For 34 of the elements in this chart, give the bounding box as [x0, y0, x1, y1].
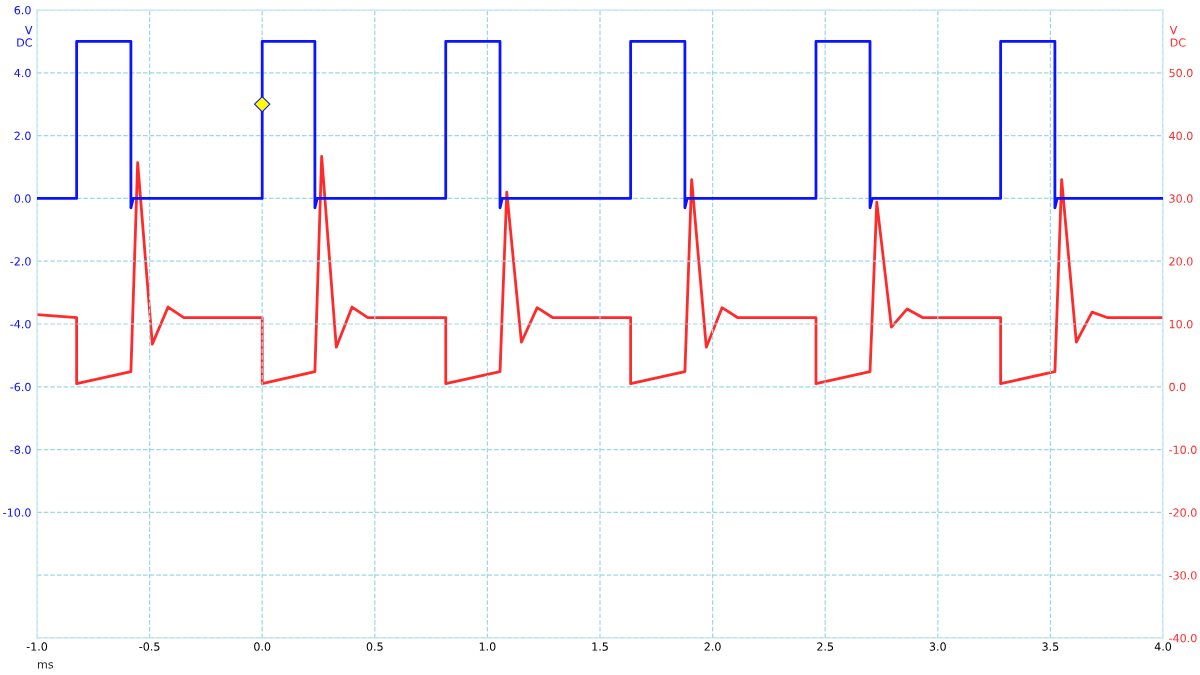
x-axis-title: ms: [38, 662, 54, 669]
x-tick-label: 1.5: [592, 642, 608, 651]
y2-tick-label: 10.0: [1169, 319, 1193, 329]
x-tick-label: 0.5: [366, 642, 383, 651]
y2-tick-label: -30.0: [1169, 571, 1197, 580]
y-tick-label: 2.0: [14, 131, 31, 140]
y-tick-label: 6.0: [14, 5, 31, 15]
x-tick-label: 0.0: [254, 642, 271, 651]
y-tick-label: 4.0: [14, 68, 31, 78]
y2-tick-label: -20.0: [1169, 508, 1197, 517]
x-tick-label: 3.0: [929, 642, 946, 651]
x-tick-label: 1.0: [479, 642, 496, 651]
line-series: [37, 154, 1163, 386]
y-tick-label: -8.0: [10, 445, 31, 454]
y2-tick-label: 50.0: [1169, 68, 1193, 78]
y2-tick-label: -40.0: [1169, 633, 1197, 643]
y2-tick-label: -10.0: [1169, 445, 1197, 454]
y-tick-label: -6.0: [10, 382, 31, 392]
x-tick-label: 2.0: [704, 642, 721, 651]
y-tick-label: -10.0: [3, 508, 31, 517]
y-tick-label: -2.0: [10, 257, 31, 266]
y2-tick-label: 30.0: [1169, 194, 1193, 203]
y2-tick-label: 20.0: [1169, 257, 1193, 266]
y2-tick-label: 40.0: [1169, 131, 1193, 140]
x-tick-label: -0.5: [139, 642, 160, 651]
x-tick-label: 2.5: [817, 642, 834, 651]
y2-axis-title: V DC: [1169, 26, 1186, 47]
x-tick-label: 3.5: [1042, 642, 1059, 651]
y-tick-label: 0.0: [14, 194, 31, 203]
x-tick-label: -1.0: [26, 642, 48, 651]
y2-tick-label: 0.0: [1169, 382, 1186, 392]
y-axis-title: V DC: [17, 26, 33, 47]
y-tick-label: -4.0: [10, 319, 31, 329]
x-tick-label: 4.0: [1154, 642, 1172, 651]
